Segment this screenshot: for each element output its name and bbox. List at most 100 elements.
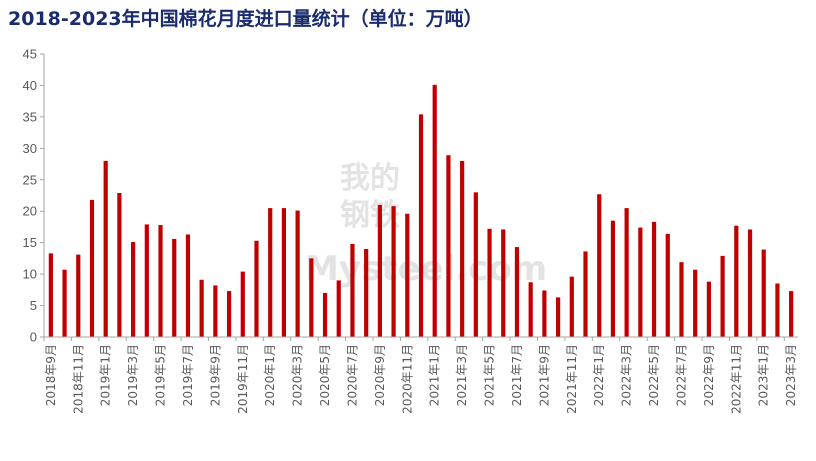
bar	[720, 255, 725, 337]
bar	[473, 192, 478, 337]
bar	[460, 160, 465, 337]
x-tick-label: 2022年3月	[620, 344, 634, 406]
bar	[501, 229, 506, 337]
bar	[48, 253, 53, 337]
bar	[295, 210, 300, 337]
bar	[76, 254, 81, 337]
x-tick-label: 2020年5月	[318, 344, 332, 406]
bar	[761, 249, 766, 337]
bar	[172, 238, 177, 337]
x-tick-label: 2023年1月	[757, 344, 771, 406]
x-tick-label: 2022年7月	[674, 344, 688, 406]
watermark-logo: 我的 钢铁 Mysteel.com	[305, 161, 547, 289]
x-axis: 2018年9月 2018年11月 2019年1月 2019年3月 2019年5月 2019…	[43, 336, 798, 414]
bar	[597, 194, 602, 337]
y-tick-label: 0	[30, 330, 37, 345]
y-tick-label: 25	[23, 172, 37, 187]
y-tick-label: 45	[23, 47, 37, 62]
x-tick-label: 2022年11月	[729, 344, 743, 414]
bar	[350, 243, 355, 337]
bar	[528, 282, 533, 337]
bar	[514, 247, 520, 337]
bar	[185, 234, 191, 337]
bars	[48, 84, 794, 337]
x-tick-label: 2019年9月	[208, 344, 222, 406]
x-tick-label: 2021年5月	[483, 344, 497, 406]
bar	[638, 227, 643, 337]
bar	[144, 224, 149, 337]
x-tick-label: 2019年1月	[99, 344, 113, 406]
x-tick-label: 2019年3月	[126, 344, 140, 406]
bar	[405, 213, 410, 337]
x-tick-label: 2020年11月	[400, 344, 414, 414]
bar	[364, 248, 369, 337]
bar	[446, 155, 451, 337]
bar	[158, 225, 163, 337]
x-tick-label: 2018年11月	[71, 344, 85, 414]
bar	[706, 281, 711, 337]
watermark-line1: 我的	[340, 161, 400, 196]
y-tick-label: 35	[23, 109, 37, 124]
bar	[89, 199, 95, 337]
x-tick-label: 2021年7月	[510, 344, 524, 406]
bar	[377, 204, 382, 337]
bar	[789, 291, 794, 337]
bar	[583, 251, 588, 337]
x-tick-label: 2020年3月	[291, 344, 305, 406]
y-tick-label: 40	[23, 78, 37, 93]
bar	[693, 269, 698, 337]
bar	[775, 283, 780, 337]
bar	[62, 269, 67, 337]
bar	[103, 160, 108, 337]
x-tick-label: 2021年3月	[455, 344, 469, 406]
x-tick-label: 2018年9月	[44, 344, 58, 406]
x-tick-label: 2022年5月	[647, 344, 661, 406]
y-tick-label: 30	[23, 141, 37, 156]
bar	[268, 208, 273, 337]
x-tick-label: 2019年7月	[181, 344, 195, 406]
bar	[117, 192, 122, 337]
bar	[610, 220, 616, 337]
bar	[336, 280, 341, 337]
bar	[734, 225, 739, 337]
bar	[555, 297, 561, 337]
bar	[254, 240, 259, 337]
y-axis: 0 5 10 15 20 25 30 35 40 45	[23, 47, 45, 345]
bar	[432, 84, 437, 337]
bar	[213, 285, 218, 337]
bar	[487, 228, 492, 337]
x-tick-label: 2022年9月	[702, 344, 716, 406]
y-tick-label: 20	[23, 204, 37, 219]
bar	[418, 114, 424, 337]
chart-title: 2018-2023年中国棉花月度进口量统计（单位：万吨）	[8, 8, 483, 30]
bar	[391, 206, 396, 337]
x-tick-label: 2019年5月	[154, 344, 168, 406]
bar	[131, 242, 136, 337]
x-tick-label: 2021年9月	[537, 344, 551, 406]
x-tick-label: 2021年1月	[428, 344, 442, 406]
bar	[240, 271, 245, 337]
watermark-line2: 钢铁	[340, 198, 400, 233]
bar	[747, 229, 753, 337]
x-tick-label: 2019年11月	[236, 344, 250, 414]
x-tick-label: 2020年1月	[263, 344, 277, 406]
bar	[309, 258, 314, 337]
bar	[281, 208, 287, 337]
x-tick-label: 2021年11月	[565, 344, 579, 414]
bar	[651, 221, 657, 337]
x-tick-label: 2020年7月	[345, 344, 359, 406]
watermark-brand: Mysteel.com	[305, 249, 547, 289]
x-tick-label: 2023年3月	[784, 344, 798, 406]
bar	[226, 291, 232, 337]
y-tick-label: 10	[23, 267, 37, 282]
y-tick-label: 5	[30, 298, 37, 313]
bar	[679, 262, 684, 337]
bar	[322, 292, 328, 337]
bar	[569, 276, 574, 337]
bar	[199, 279, 204, 337]
bar	[665, 233, 670, 337]
bar	[624, 208, 629, 337]
x-tick-label: 2020年9月	[373, 344, 387, 406]
bar	[542, 290, 547, 337]
